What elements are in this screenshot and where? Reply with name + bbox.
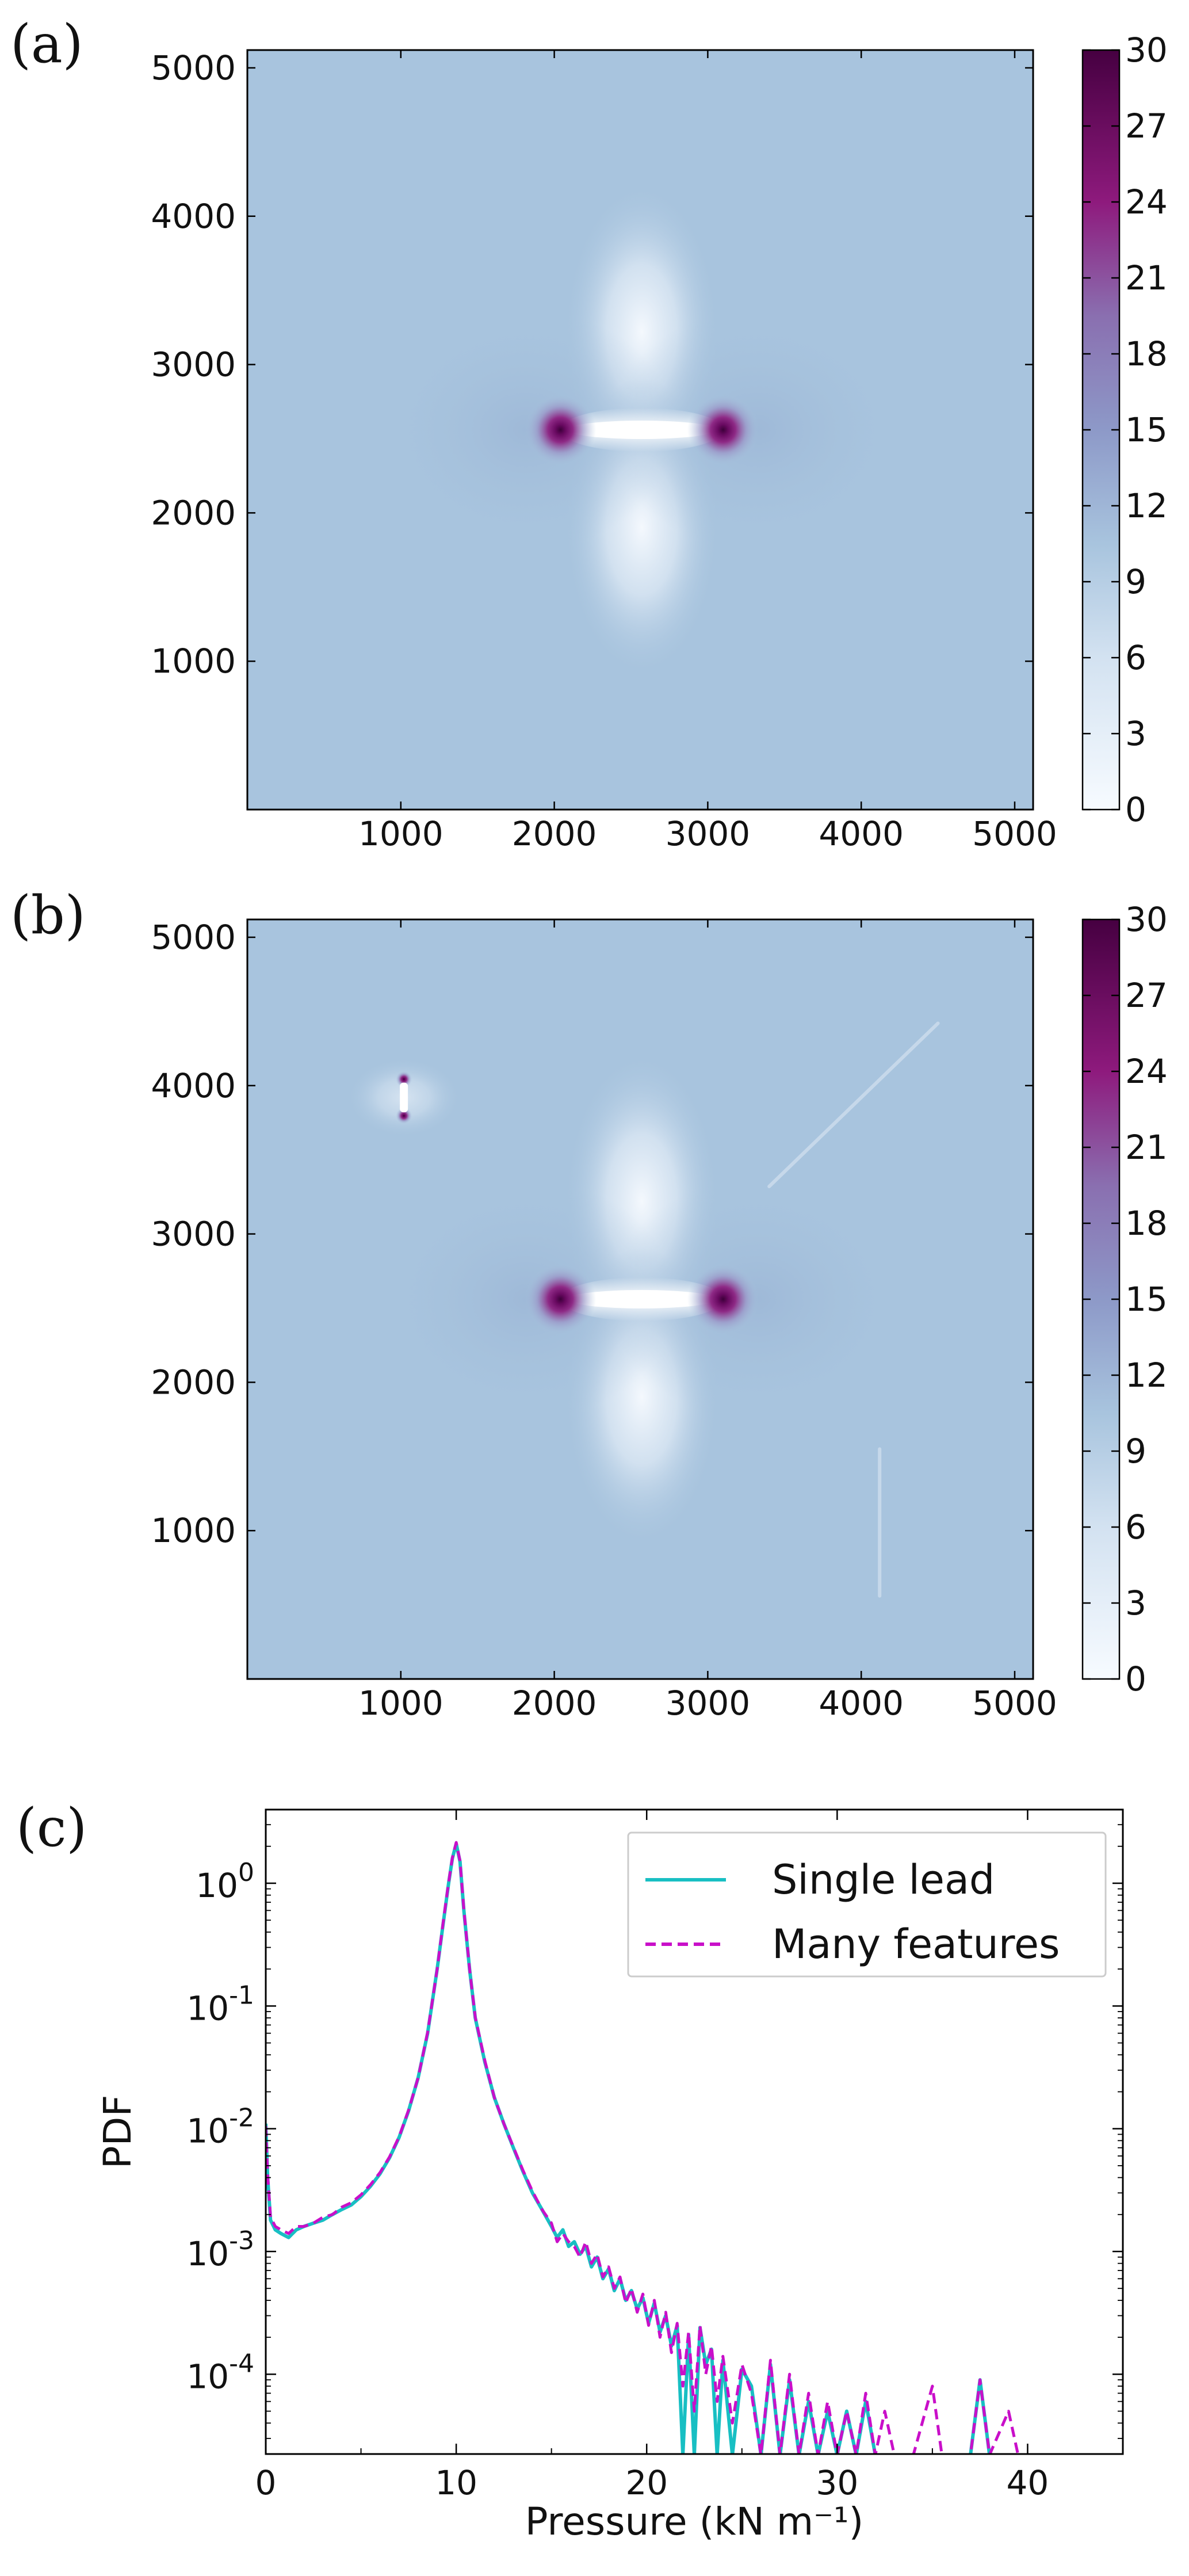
y-tick-label: 1000 [151, 642, 236, 681]
pdf-line-chart: 0 10 20 30 40 100 10-1 10-2 10-3 10-4 Pressure (kN… [95, 1808, 1124, 2544]
y-tick-label: 2000 [151, 1363, 236, 1402]
colorbar-tick-label: 0 [1125, 1659, 1146, 1699]
colorbar-tick-label: 21 [1125, 1128, 1168, 1167]
y-tick-label: 5000 [151, 48, 236, 87]
x-tick-label: 5000 [972, 814, 1057, 853]
y-tick-label: 3000 [151, 345, 236, 384]
colorbar-tick-label: 12 [1125, 486, 1168, 525]
y-axis-label: PDF [95, 2095, 140, 2169]
colorbar-tick-label: 30 [1125, 900, 1168, 939]
y-tick-label: 2000 [151, 493, 236, 532]
colorbar-tick-label: 15 [1125, 1280, 1168, 1319]
y-tick-label: 1000 [151, 1511, 236, 1550]
colorbar-tick-label: 3 [1125, 1583, 1146, 1623]
x-tick-label: 4000 [819, 1684, 904, 1723]
y-tick-label: 5000 [151, 918, 236, 957]
panel-label-a: (a) [10, 13, 83, 75]
heatmap-panel-a: 1000 2000 3000 4000 5000 1000 2000 3000 4000 5000 [151, 48, 1057, 853]
lead-core [567, 421, 717, 439]
crack-tip [687, 394, 759, 465]
colorbar-tick-label: 12 [1125, 1356, 1168, 1395]
small-lead-tip-bottom [396, 1108, 412, 1124]
colorbar-tick-label: 21 [1125, 258, 1168, 297]
colorbar-tick-label: 6 [1125, 1508, 1146, 1547]
x-tick-label: 5000 [972, 1684, 1057, 1723]
colorbar-tick-label: 0 [1125, 790, 1146, 829]
x-tick-label: 40 [1007, 2463, 1049, 2502]
heatmap-panel-b: 1000 2000 3000 4000 5000 1000 2000 3000 4000 5000 [151, 918, 1057, 1723]
x-tick-label: 1000 [358, 1684, 444, 1723]
colorbar-tick-label: 24 [1125, 1052, 1168, 1091]
x-tick-label: 20 [625, 2463, 668, 2502]
small-lead [400, 1082, 408, 1113]
y-tick-label: 10-1 [186, 1980, 254, 2028]
legend-label: Many features [772, 1921, 1060, 1968]
series-line-many-features [266, 1841, 1076, 2454]
x-tick-label: 2000 [512, 814, 597, 853]
panel-label-b: (b) [10, 884, 86, 946]
colorbar-tick-label: 6 [1125, 638, 1146, 677]
colorbar-tick-label: 15 [1125, 410, 1168, 449]
colorbar-tick-label: 27 [1125, 106, 1168, 146]
x-axis-label: Pressure (kN m⁻¹) [525, 2499, 863, 2544]
colorbar-tick-label: 24 [1125, 182, 1168, 222]
x-tick-label: 30 [816, 2463, 858, 2502]
faint-feature-line [767, 1021, 940, 1189]
colorbar-tick-label: 3 [1125, 714, 1146, 753]
colorbar-tick-label: 30 [1125, 30, 1168, 70]
legend: Single lead Many features [627, 1831, 1107, 1978]
y-tick-label: 10-2 [186, 2104, 254, 2151]
y-tick-label: 3000 [151, 1215, 236, 1254]
y-tick-label: 4000 [151, 1066, 236, 1105]
colorbar-tick-label: 18 [1125, 1204, 1168, 1243]
colorbar-tick-label: 9 [1125, 1432, 1146, 1471]
x-tick-label: 1000 [358, 814, 444, 853]
x-tick-label: 3000 [666, 814, 751, 853]
colorbar-b: 0 3 6 9 12 15 18 21 24 27 30 [1081, 900, 1168, 1699]
y-tick-label: 100 [196, 1858, 254, 1905]
crack-tip [525, 1264, 597, 1335]
lead-core [567, 1290, 717, 1308]
x-tick-label: 2000 [512, 1684, 597, 1723]
y-tick-label: 4000 [151, 197, 236, 236]
x-tick-label: 3000 [666, 1684, 751, 1723]
colorbar-tick-label: 9 [1125, 562, 1146, 601]
y-tick-label: 10-3 [186, 2226, 254, 2273]
legend-label: Single lead [772, 1856, 995, 1903]
plot-frame [246, 918, 1034, 1680]
crack-tip [525, 394, 597, 465]
panel-label-c: (c) [16, 1797, 87, 1858]
colorbar-tick-label: 27 [1125, 976, 1168, 1015]
legend-box [627, 1831, 1107, 1978]
plot-frame [246, 49, 1034, 811]
plot-frame [265, 1808, 1124, 2455]
x-tick-label: 4000 [819, 814, 904, 853]
colorbar-tick-label: 18 [1125, 334, 1168, 373]
crack-tip [687, 1264, 759, 1335]
colorbar-a: 0 3 6 9 12 15 18 21 24 27 30 [1081, 30, 1168, 829]
x-tick-label: 0 [255, 2463, 277, 2502]
y-tick-label: 10-4 [186, 2349, 254, 2396]
small-lead-tip-top [396, 1071, 412, 1087]
x-tick-label: 10 [435, 2463, 477, 2502]
